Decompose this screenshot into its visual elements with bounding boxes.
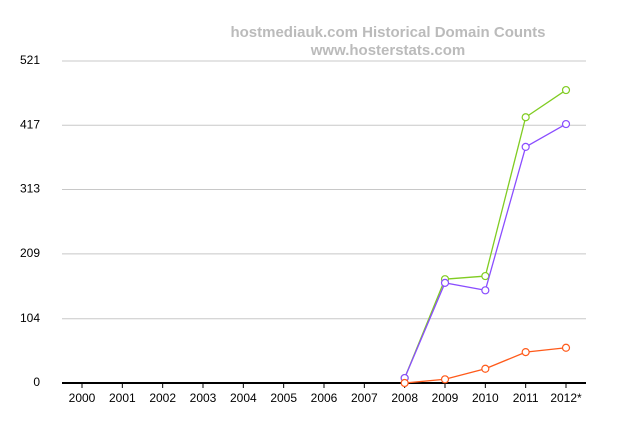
point: [561, 119, 571, 129]
point: [521, 113, 530, 122]
point: [440, 278, 450, 287]
series-line: [404, 89, 567, 379]
y-tick-label: 0: [33, 375, 40, 389]
point: [400, 378, 409, 388]
point: [440, 375, 450, 384]
point: [561, 343, 571, 352]
x-tick-label: 2012*: [550, 391, 582, 405]
point: [561, 85, 571, 95]
y-tick-label: 313: [20, 182, 40, 196]
y-tick-label: 417: [20, 117, 40, 131]
point: [521, 347, 530, 357]
x-tick-label: 2008: [391, 391, 418, 405]
x-tick-label: 2007: [351, 391, 378, 405]
chart-title: hostmediauk.com Historical Domain Counts: [230, 24, 545, 41]
x-tick-label: 2011: [513, 391, 539, 405]
x-tick-label: 2009: [432, 391, 459, 405]
x-tick-label: 2010: [472, 391, 499, 405]
y-tick-label: 209: [20, 246, 40, 260]
point: [521, 142, 530, 152]
point: [481, 271, 490, 281]
x-tick-label: 2005: [270, 391, 297, 405]
x-tick-label: 2003: [190, 391, 217, 405]
point: [481, 286, 490, 295]
x-tick-label: 2000: [69, 391, 96, 405]
point: [481, 364, 490, 373]
x-tick-label: 2004: [230, 391, 257, 405]
series-line: [404, 123, 567, 379]
x-tick-label: 2006: [311, 391, 338, 405]
x-tick-label: 2001: [109, 391, 136, 405]
x-tick-label: 2002: [149, 391, 176, 405]
chart-subtitle: www.hosterstats.com: [310, 42, 465, 59]
y-tick-label: 521: [20, 53, 40, 67]
y-tick-label: 104: [20, 311, 40, 325]
